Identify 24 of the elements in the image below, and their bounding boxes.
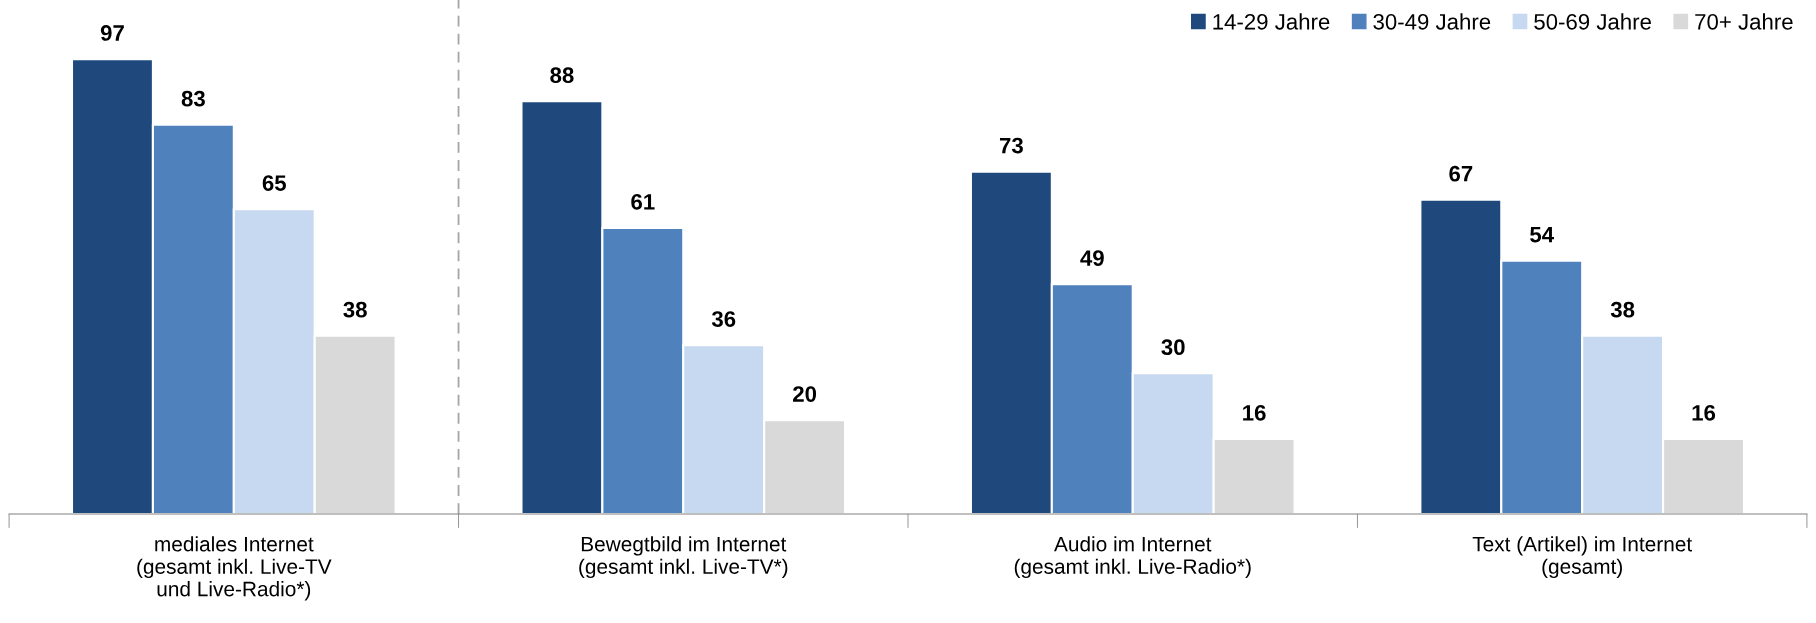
data-label: 73 [999, 137, 1023, 154]
data-label: 38 [1610, 301, 1635, 318]
data-label: 30 [1161, 339, 1185, 356]
legend-label: 70+ Jahre [1695, 13, 1793, 30]
data-label: 67 [1449, 165, 1473, 182]
legend-label: 30-49 Jahre [1373, 13, 1491, 30]
data-label: 97 [100, 25, 124, 41]
data-label: 65 [262, 175, 286, 191]
data-label: 83 [181, 90, 205, 107]
legend-label: 50-69 Jahre [1534, 13, 1651, 30]
x-tick-label: mediales Internet (gesamt inkl. Live-TV und Live-Radio*) [137, 536, 332, 601]
data-label: 36 [711, 311, 736, 327]
data-label: 16 [1692, 404, 1716, 421]
data-label: 49 [1080, 250, 1104, 266]
data-label: 38 [343, 301, 367, 318]
data-label: 88 [550, 67, 574, 84]
x-tick-label: Audio im Internet (gesamt inkl. Live-Radio*) [1014, 536, 1251, 579]
data-label: 54 [1530, 226, 1554, 243]
x-tick-label: Text (Artikel) im Internet (gesamt) [1472, 536, 1693, 579]
x-tick-label: Bewegtbild im Internet (gesamt inkl. Live-TV*) [579, 536, 788, 579]
data-label: 16 [1243, 404, 1266, 421]
legend-label: 14-29 Jahre [1213, 13, 1330, 30]
data-label: 61 [631, 193, 655, 210]
data-label: 20 [793, 386, 817, 402]
